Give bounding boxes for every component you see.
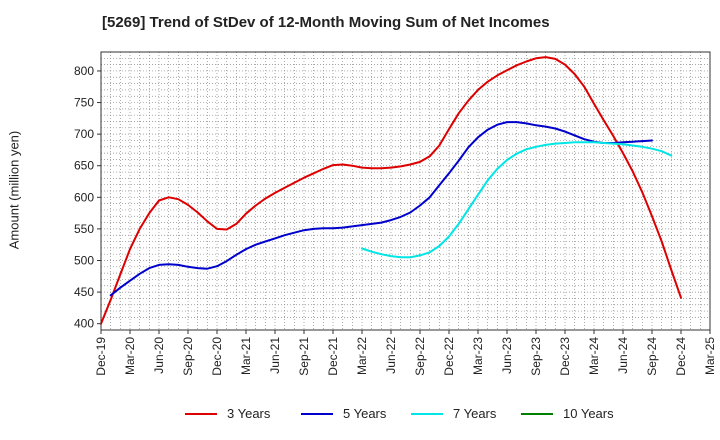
legend-label: 7 Years xyxy=(453,406,497,421)
legend-item: 10 Years xyxy=(521,406,614,421)
x-tick-label: Sep-21 xyxy=(297,337,311,376)
legend-label: 3 Years xyxy=(227,406,271,421)
y-tick-label: 650 xyxy=(74,159,94,173)
legend-swatch xyxy=(521,412,553,415)
x-tick-label: Mar-20 xyxy=(123,337,137,375)
x-tick-label: Mar-21 xyxy=(239,337,253,375)
legend-label: 5 Years xyxy=(343,406,387,421)
x-tick-label: Mar-22 xyxy=(355,337,369,375)
y-tick-label: 700 xyxy=(74,127,94,141)
x-tick-label: Dec-19 xyxy=(94,337,108,376)
x-tick-label: Dec-24 xyxy=(674,337,688,376)
y-tick-label: 500 xyxy=(74,254,94,268)
x-tick-label: Jun-24 xyxy=(616,337,630,374)
x-tick-label: Jun-22 xyxy=(384,337,398,374)
series-line-5-years xyxy=(109,121,653,297)
x-tick-label: Dec-23 xyxy=(558,337,572,376)
y-tick-label: 450 xyxy=(74,285,94,299)
x-tick-label: Sep-20 xyxy=(181,337,195,376)
legend-item: 5 Years xyxy=(301,406,386,421)
x-tick-label: Mar-24 xyxy=(587,337,601,375)
x-tick-label: Jun-23 xyxy=(500,337,514,374)
y-tick-label: 800 xyxy=(74,64,94,78)
x-tick-label: Mar-25 xyxy=(703,337,717,375)
y-tick-label: 600 xyxy=(74,190,94,204)
x-tick-label: Jun-21 xyxy=(268,337,282,374)
y-tick-label: 550 xyxy=(74,222,94,236)
legend-item: 7 Years xyxy=(411,406,496,421)
legend-swatch xyxy=(301,412,333,415)
legend-label: 10 Years xyxy=(563,406,614,421)
x-tick-label: Sep-22 xyxy=(413,337,427,376)
legend: 3 Years 5 Years 7 Years 10 Years xyxy=(0,406,720,426)
x-tick-label: Dec-20 xyxy=(210,337,224,376)
plot-frame xyxy=(100,51,711,331)
x-tick-label: Sep-24 xyxy=(645,337,659,376)
legend-item: 3 Years xyxy=(185,406,270,421)
plot-area xyxy=(101,52,710,330)
x-tick-label: Dec-21 xyxy=(326,337,340,376)
chart-title: [5269] Trend of StDev of 12-Month Moving… xyxy=(102,14,550,31)
series-line-3-years xyxy=(100,56,682,325)
legend-swatch xyxy=(185,412,217,415)
x-tick-label: Dec-22 xyxy=(442,337,456,376)
x-tick-label: Jun-20 xyxy=(152,337,166,374)
x-tick-label: Sep-23 xyxy=(529,337,543,376)
y-tick-label: 400 xyxy=(74,317,94,331)
y-tick-label: 750 xyxy=(74,96,94,110)
x-tick-label: Mar-23 xyxy=(471,337,485,375)
series-line-7-years xyxy=(361,141,673,259)
legend-swatch xyxy=(411,412,443,415)
